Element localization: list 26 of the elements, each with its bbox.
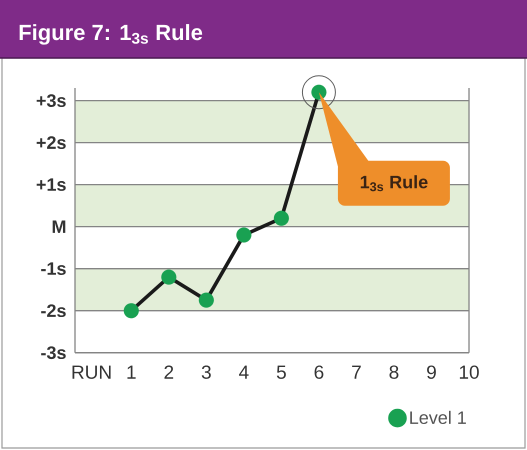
x-tick-label: 9 xyxy=(427,365,436,379)
x-tick-label: 3 xyxy=(202,365,211,379)
y-tick-label: +1s xyxy=(36,178,66,191)
x-tick-label: 7 xyxy=(352,366,361,379)
legend-label: Level 1 xyxy=(410,410,466,424)
x-tick-label: 4 xyxy=(239,366,249,379)
y-tick-label: +3s xyxy=(36,94,66,107)
point xyxy=(274,210,289,226)
point xyxy=(161,270,176,285)
y-tick-label: -3s xyxy=(41,346,66,360)
y-tick-label: -2s xyxy=(41,304,66,318)
y-tick-label: M xyxy=(52,220,66,233)
y-tick-label: +2s xyxy=(36,136,66,149)
x-tick-label: 8 xyxy=(390,365,398,379)
x-tick-label: 10 xyxy=(460,365,479,379)
annotation: 1$_{3s}$ Rule xyxy=(360,175,428,192)
chart-title: Figure 7: 1$_{3s}$ Rule xyxy=(20,24,202,45)
x-tick-label: 5 xyxy=(276,366,286,379)
x-tick-label: 2 xyxy=(164,365,174,379)
x-axis-title: RUN xyxy=(72,366,111,379)
point xyxy=(124,303,139,318)
point xyxy=(236,228,252,243)
point xyxy=(198,292,214,308)
x-tick-label: 6 xyxy=(314,365,324,379)
x-tick-label: 1 xyxy=(127,366,136,379)
y-tick-label: -1s xyxy=(41,262,66,275)
